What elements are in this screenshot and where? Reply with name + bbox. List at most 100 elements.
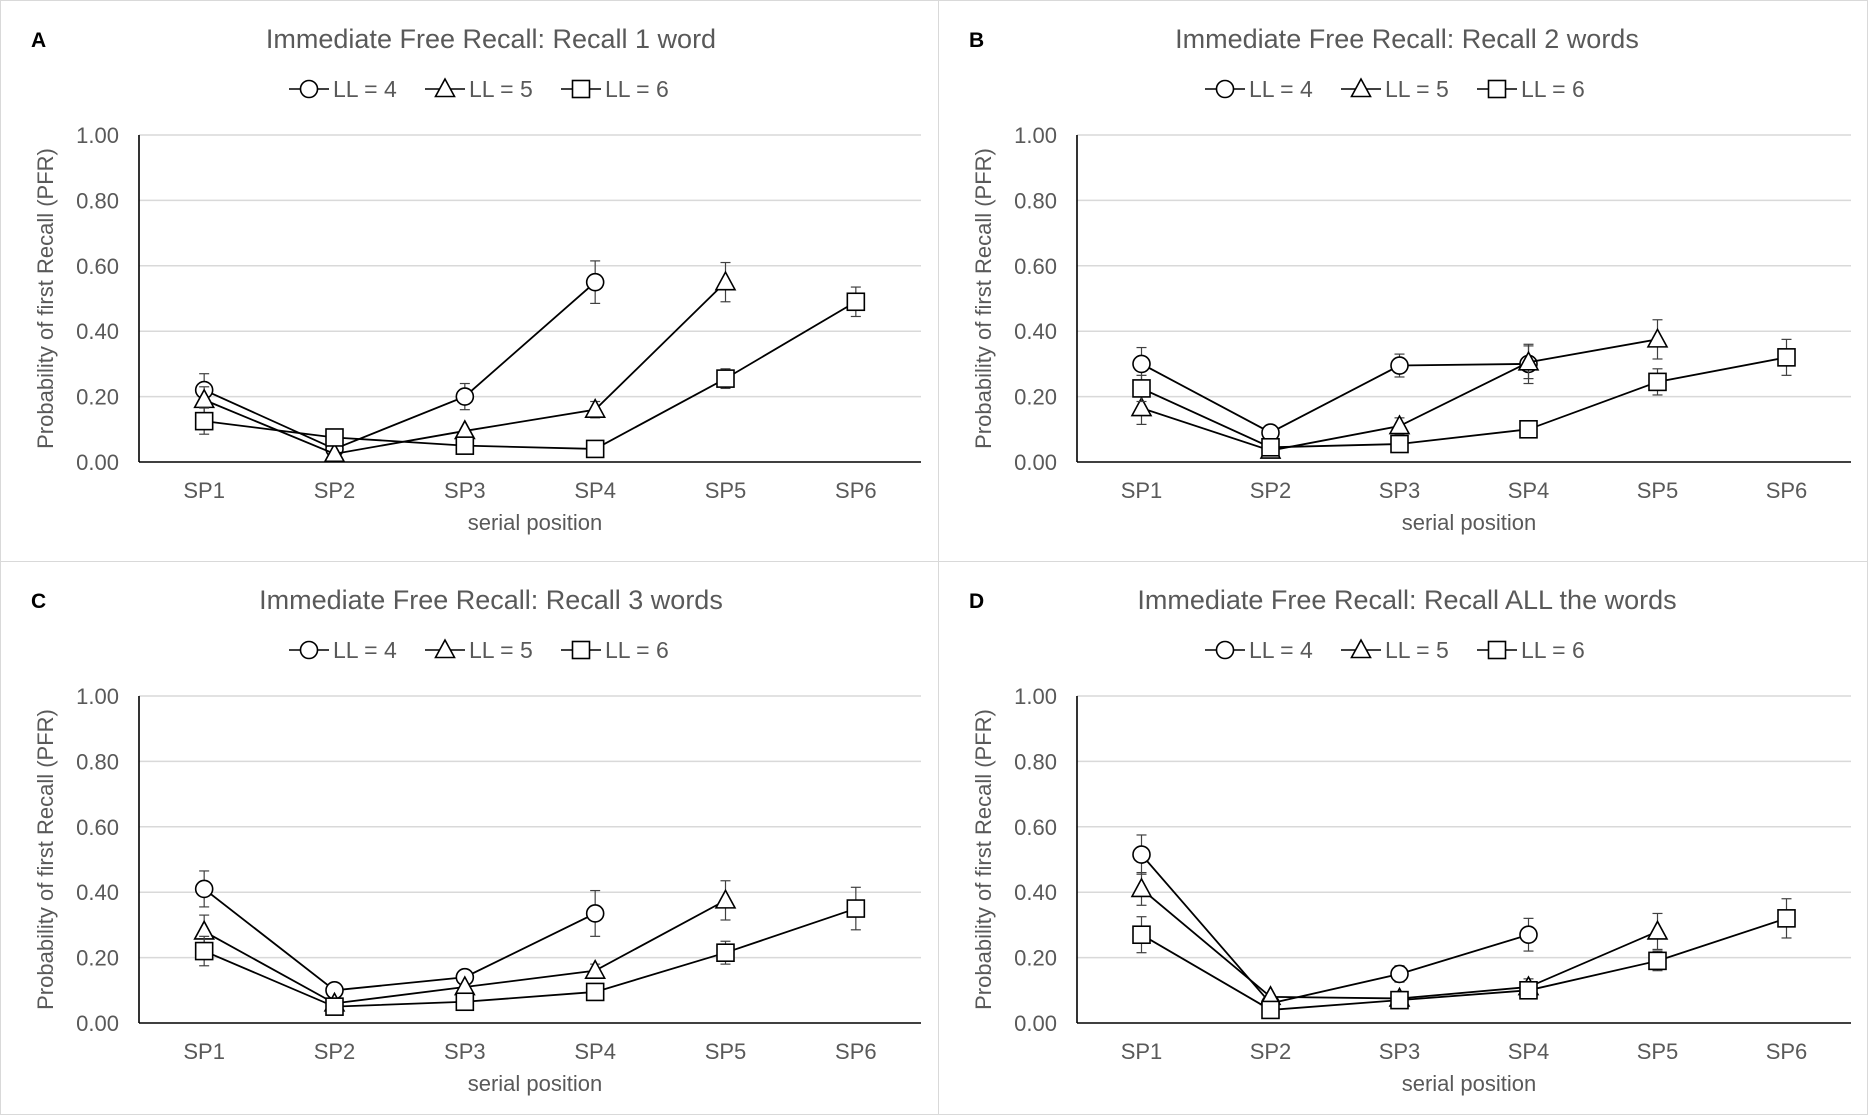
- legend: LL = 4 LL = 5 LL = 6: [289, 76, 669, 102]
- legend-marker-triangle: [434, 77, 456, 98]
- y-tick-label: 1.00: [76, 123, 119, 148]
- x-tick-label: SP6: [1766, 1039, 1808, 1064]
- x-tick-label: SP4: [574, 478, 616, 503]
- x-axis-label: serial position: [468, 510, 603, 535]
- y-tick-label: 0.40: [1014, 319, 1057, 344]
- y-tick-label: 1.00: [1014, 684, 1057, 709]
- data-point-square: [1132, 925, 1151, 945]
- legend: LL = 4 LL = 5 LL = 6: [289, 637, 669, 663]
- series-circle: [1132, 834, 1538, 1013]
- y-axis-label: Probability of first Recall (PFR): [971, 709, 996, 1010]
- series-square: [1132, 338, 1796, 457]
- data-point-triangle: [1388, 414, 1411, 435]
- data-point-circle: [585, 272, 605, 292]
- legend-item: LL = 4: [289, 637, 397, 663]
- x-tick-label: SP5: [1637, 478, 1679, 503]
- x-tick-label: SP4: [1508, 478, 1550, 503]
- panel-letter: B: [969, 29, 984, 52]
- x-tick-label: SP6: [1766, 478, 1808, 503]
- y-tick-label: 0.00: [1014, 450, 1057, 475]
- data-point-square: [716, 369, 735, 388]
- y-axis-label: Probability of first Recall (PFR): [971, 148, 996, 449]
- series-line: [1141, 917, 1787, 1011]
- legend-marker-triangle: [1350, 638, 1372, 659]
- chart-svg: A Immediate Free Recall: Recall 1 word LL …: [31, 24, 921, 535]
- data-point-square: [1390, 434, 1409, 454]
- x-tick-label: SP5: [1637, 1039, 1679, 1064]
- data-point-triangle: [584, 959, 607, 979]
- panel-letter: A: [31, 29, 46, 52]
- x-axis-label: serial position: [1402, 1071, 1537, 1096]
- data-point-triangle: [323, 442, 346, 463]
- y-tick-label: 0.60: [1014, 254, 1057, 279]
- data-point-square: [455, 992, 475, 1012]
- series-line: [203, 907, 857, 1008]
- data-point-square: [325, 428, 344, 447]
- data-point-square: [716, 943, 735, 962]
- data-point-circle: [1132, 845, 1151, 864]
- data-point-triangle: [1646, 919, 1669, 940]
- x-axis-label: serial position: [1402, 510, 1537, 535]
- x-tick-label: SP4: [574, 1039, 616, 1064]
- legend-marker-square: [571, 79, 591, 99]
- x-tick-label: SP1: [1121, 478, 1163, 503]
- legend-marker-circle: [1215, 79, 1235, 99]
- y-tick-label: 0.20: [1014, 946, 1057, 971]
- data-point-square: [585, 439, 605, 459]
- legend-item: LL = 4: [1205, 637, 1313, 663]
- chart-panel-c: C Immediate Free Recall: Recall 3 words LL…: [0, 561, 940, 1115]
- y-axis-label: Probability of first Recall (PFR): [33, 148, 58, 449]
- data-point-circle: [194, 879, 214, 899]
- chart-panel-d: D Immediate Free Recall: Recall ALL the w…: [938, 561, 1868, 1115]
- legend-label: LL = 5: [469, 637, 533, 663]
- chart-title: Immediate Free Recall: Recall 1 word: [266, 24, 716, 54]
- legend-label: LL = 5: [1385, 76, 1449, 102]
- y-tick-label: 0.60: [76, 254, 119, 279]
- x-tick-label: SP6: [835, 478, 877, 503]
- data-point-square: [846, 899, 866, 918]
- chart-title: Immediate Free Recall: Recall 2 words: [1175, 24, 1639, 54]
- x-tick-label: SP2: [314, 478, 356, 503]
- data-point-square: [1777, 909, 1796, 928]
- legend-marker-triangle: [1350, 77, 1372, 98]
- series-triangle: [193, 880, 737, 1012]
- legend-marker-square: [571, 640, 591, 660]
- panel-letter: C: [31, 590, 46, 613]
- data-point-square: [1519, 980, 1538, 1000]
- data-point-triangle: [714, 888, 737, 909]
- data-point-square: [1648, 372, 1667, 392]
- data-point-circle: [455, 387, 475, 406]
- series-line: [203, 888, 596, 992]
- x-tick-label: SP2: [1250, 478, 1292, 503]
- x-tick-label: SP2: [314, 1039, 356, 1064]
- y-tick-label: 0.80: [76, 749, 119, 774]
- y-tick-label: 0.80: [1014, 188, 1057, 213]
- data-point-square: [1132, 379, 1151, 398]
- legend-marker-square: [1487, 79, 1507, 99]
- legend-marker-circle: [1215, 640, 1235, 660]
- y-tick-label: 0.80: [1014, 749, 1057, 774]
- x-tick-label: SP3: [1379, 1039, 1421, 1064]
- chart-svg: D Immediate Free Recall: Recall ALL the w…: [969, 585, 1851, 1096]
- y-tick-label: 1.00: [1014, 123, 1057, 148]
- series-square: [194, 286, 866, 459]
- legend-label: LL = 4: [333, 76, 397, 102]
- legend-item: LL = 4: [289, 76, 397, 102]
- x-tick-label: SP2: [1250, 1039, 1292, 1064]
- legend-item: LL = 5: [425, 637, 533, 663]
- y-tick-label: 0.40: [76, 319, 119, 344]
- x-tick-label: SP3: [1379, 478, 1421, 503]
- legend-label: LL = 4: [333, 637, 397, 663]
- x-tick-label: SP1: [183, 1039, 225, 1064]
- y-tick-label: 1.00: [76, 684, 119, 709]
- data-point-triangle: [193, 388, 216, 409]
- legend-item: LL = 5: [1341, 76, 1449, 102]
- legend-marker-triangle: [434, 638, 456, 659]
- y-tick-label: 0.00: [76, 450, 119, 475]
- series-circle: [194, 870, 605, 1000]
- chart-title: Immediate Free Recall: Recall 3 words: [259, 585, 723, 615]
- data-point-square: [846, 292, 866, 312]
- data-point-square: [325, 997, 344, 1016]
- data-point-circle: [585, 904, 605, 923]
- chart-svg: C Immediate Free Recall: Recall 3 words LL…: [31, 585, 921, 1096]
